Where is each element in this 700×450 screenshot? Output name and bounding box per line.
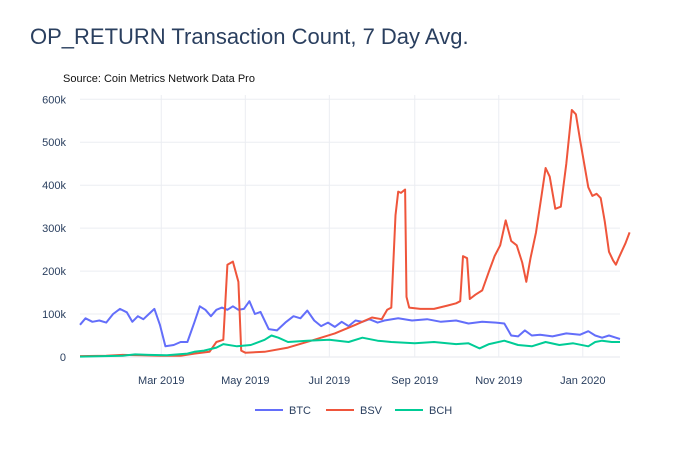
grid-lines: [80, 95, 620, 358]
legend-item-btc[interactable]: BTC: [255, 405, 311, 417]
legend-label: BSV: [360, 405, 383, 417]
x-tick-label: Sep 2019: [391, 375, 438, 387]
y-tick-label: 200k: [42, 266, 66, 278]
y-tick-label: 500k: [42, 137, 66, 149]
y-tick-label: 100k: [42, 309, 66, 321]
axis-labels: 0 100k 200k 300k 400k 500k 600k Mar 2019 May 201…: [42, 94, 605, 387]
y-tick-label: 600k: [42, 94, 66, 106]
x-tick-label: Jul 2019: [309, 375, 351, 387]
legend-label: BCH: [429, 405, 452, 417]
x-tick-label: Mar 2019: [138, 375, 184, 387]
series-line-bsv: [79, 109, 631, 358]
series-line-btc: [79, 300, 621, 348]
legend-item-bsv[interactable]: BSV: [326, 405, 383, 417]
legend: BTC BSV BCH: [255, 405, 452, 417]
x-tick-label: Nov 2019: [475, 375, 522, 387]
y-tick-label: 300k: [42, 223, 66, 235]
legend-label: BTC: [289, 405, 311, 417]
x-tick-label: May 2019: [221, 375, 269, 387]
series-lines: [79, 109, 631, 358]
x-tick-label: Jan 2020: [560, 375, 605, 387]
y-tick-label: 400k: [42, 180, 66, 192]
legend-item-bch[interactable]: BCH: [395, 405, 452, 417]
chart-title: OP_RETURN Transaction Count, 7 Day Avg.: [30, 24, 469, 49]
y-tick-label: 0: [60, 352, 66, 364]
series-line-bch: [79, 334, 620, 358]
chart-subtitle: Source: Coin Metrics Network Data Pro: [63, 73, 255, 85]
